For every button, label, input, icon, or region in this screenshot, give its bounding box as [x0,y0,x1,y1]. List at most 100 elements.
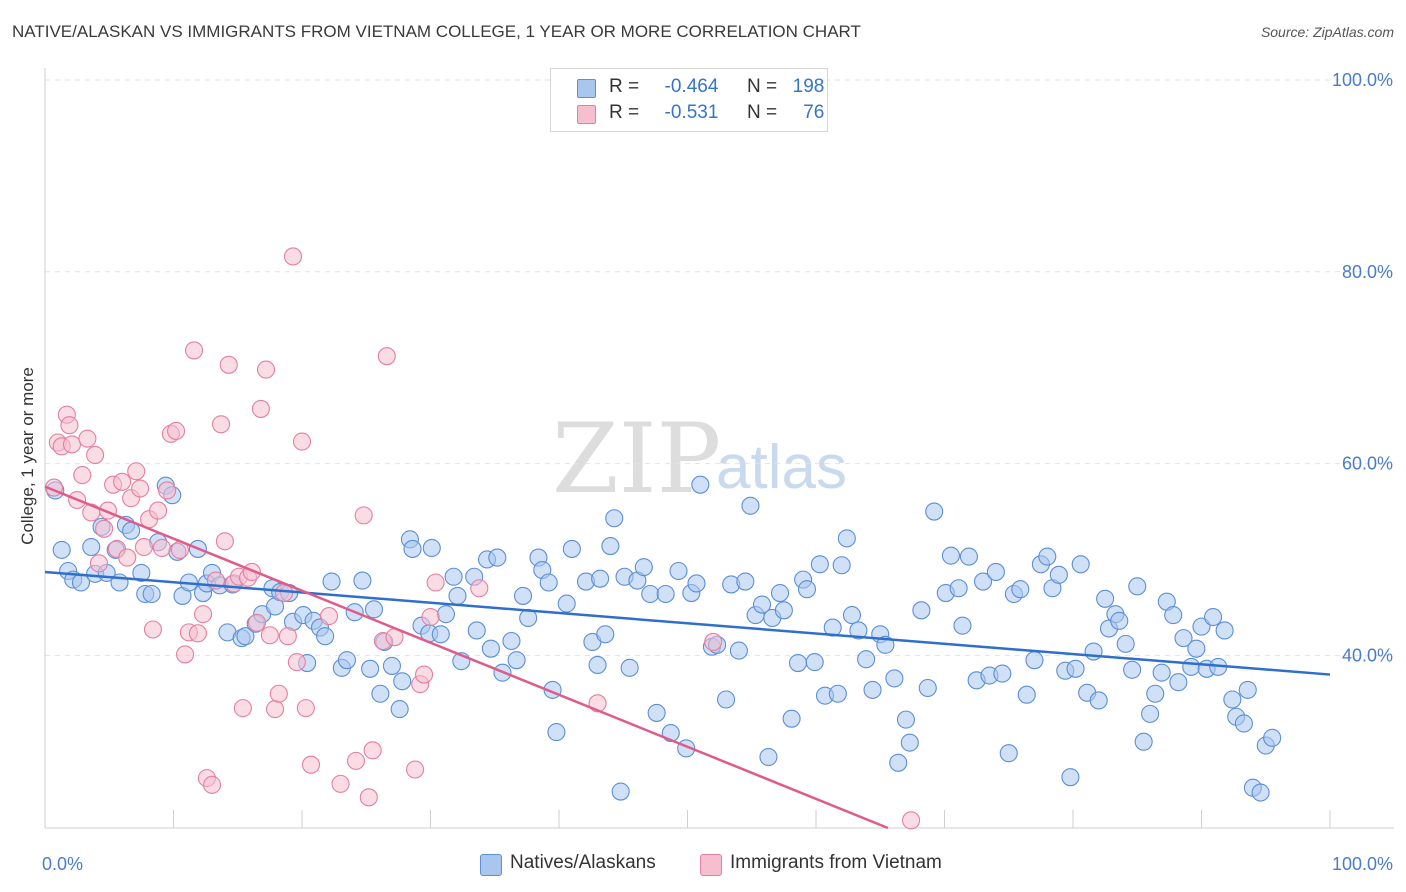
point-natives [770,584,790,603]
point-natives [513,586,533,605]
point-natives [1164,606,1183,625]
point-natives [371,684,390,703]
point-natives [999,744,1018,763]
point-natives [52,540,71,559]
point-natives [236,627,255,646]
gridlines [45,79,1394,656]
point-natives [1152,663,1171,682]
point-vietnam [470,579,489,598]
source-label: Source: ZipAtlas.com [1260,24,1394,40]
point-natives [863,680,882,699]
legend-r-value-natives: -0.464 [664,76,719,97]
y-tick-label: 80.0% [1342,262,1393,282]
point-natives [832,556,851,575]
point-vietnam [149,501,168,520]
point-natives [1251,783,1270,802]
point-natives [620,658,639,677]
point-natives [422,538,441,558]
point-natives [1182,657,1201,676]
point-natives [1223,690,1242,709]
point-natives [1096,589,1115,608]
trend-line-natives [44,570,1331,676]
point-vietnam [73,466,92,485]
correlation-legend: R = -0.464 N = 198 R = -0.531 N = 76 [550,68,828,132]
point-natives [353,571,372,590]
point-natives [382,656,402,675]
point-vietnam [902,811,921,830]
point-natives [805,653,824,672]
point-vietnam [406,760,425,779]
point-natives [752,595,772,614]
point-vietnam [269,684,288,703]
legend-r-label: R = [609,102,640,123]
trend-lines [44,485,1331,830]
point-natives [1128,577,1147,596]
y-tick-labels: 40.0% 60.0% 80.0% 100.0% [1332,70,1393,665]
legend-r-value-vietnam: -0.531 [664,102,719,123]
point-natives [1238,680,1257,699]
point-natives [361,659,380,678]
point-natives [900,733,919,752]
point-vietnam [421,607,440,627]
point-natives [591,569,610,588]
point-natives [467,621,486,640]
watermark: ZIP atlas [552,403,847,515]
point-natives [837,529,856,548]
point-vietnam [134,537,153,557]
point-natives [1038,547,1057,566]
point-natives [941,546,960,565]
point-vietnam [359,788,378,807]
point-natives [912,601,931,620]
data-points [44,247,1282,830]
point-natives [1089,691,1108,710]
point-natives [1049,565,1068,584]
point-natives [444,567,463,586]
point-natives [691,475,710,494]
point-natives [393,672,412,691]
series-swatch-natives [480,854,502,876]
point-vietnam [704,632,723,652]
point-vietnam [287,653,306,672]
point-vietnam [219,355,238,374]
point-vietnam [426,573,445,592]
point-natives [588,655,607,675]
point-vietnam [167,421,186,441]
point-natives [1146,684,1165,703]
point-vietnam [127,462,146,481]
y-tick-label: 40.0% [1342,645,1393,665]
point-vietnam [354,506,373,525]
point-natives [953,616,972,635]
point-natives [810,555,829,574]
point-vietnam [233,699,252,718]
point-natives [1011,580,1030,599]
point-natives [1017,685,1036,704]
point-natives [601,537,620,556]
point-natives [403,539,422,558]
point-natives [1116,634,1135,653]
point-vietnam [265,700,285,719]
point-natives [788,654,808,673]
point-natives [1110,611,1129,630]
point-natives [364,600,384,619]
point-natives [1141,704,1160,723]
point-natives [562,539,581,558]
point-natives [1174,629,1193,648]
watermark-atlas: atlas [716,433,847,502]
point-natives [448,586,467,605]
legend-r-label: R = [609,76,640,97]
point-natives [1204,607,1223,627]
legend-n-label: N = [746,102,778,123]
point-natives [596,625,615,644]
point-natives [481,639,500,658]
series-label-natives: Natives/Alaskans [510,852,656,873]
point-natives [1215,621,1234,640]
y-tick-label: 100.0% [1332,70,1393,90]
point-vietnam [203,775,222,794]
point-natives [857,650,876,669]
point-natives [782,709,801,728]
point-natives [316,627,335,646]
point-natives [1025,651,1044,670]
point-natives [502,631,521,651]
point-natives [1071,555,1090,574]
